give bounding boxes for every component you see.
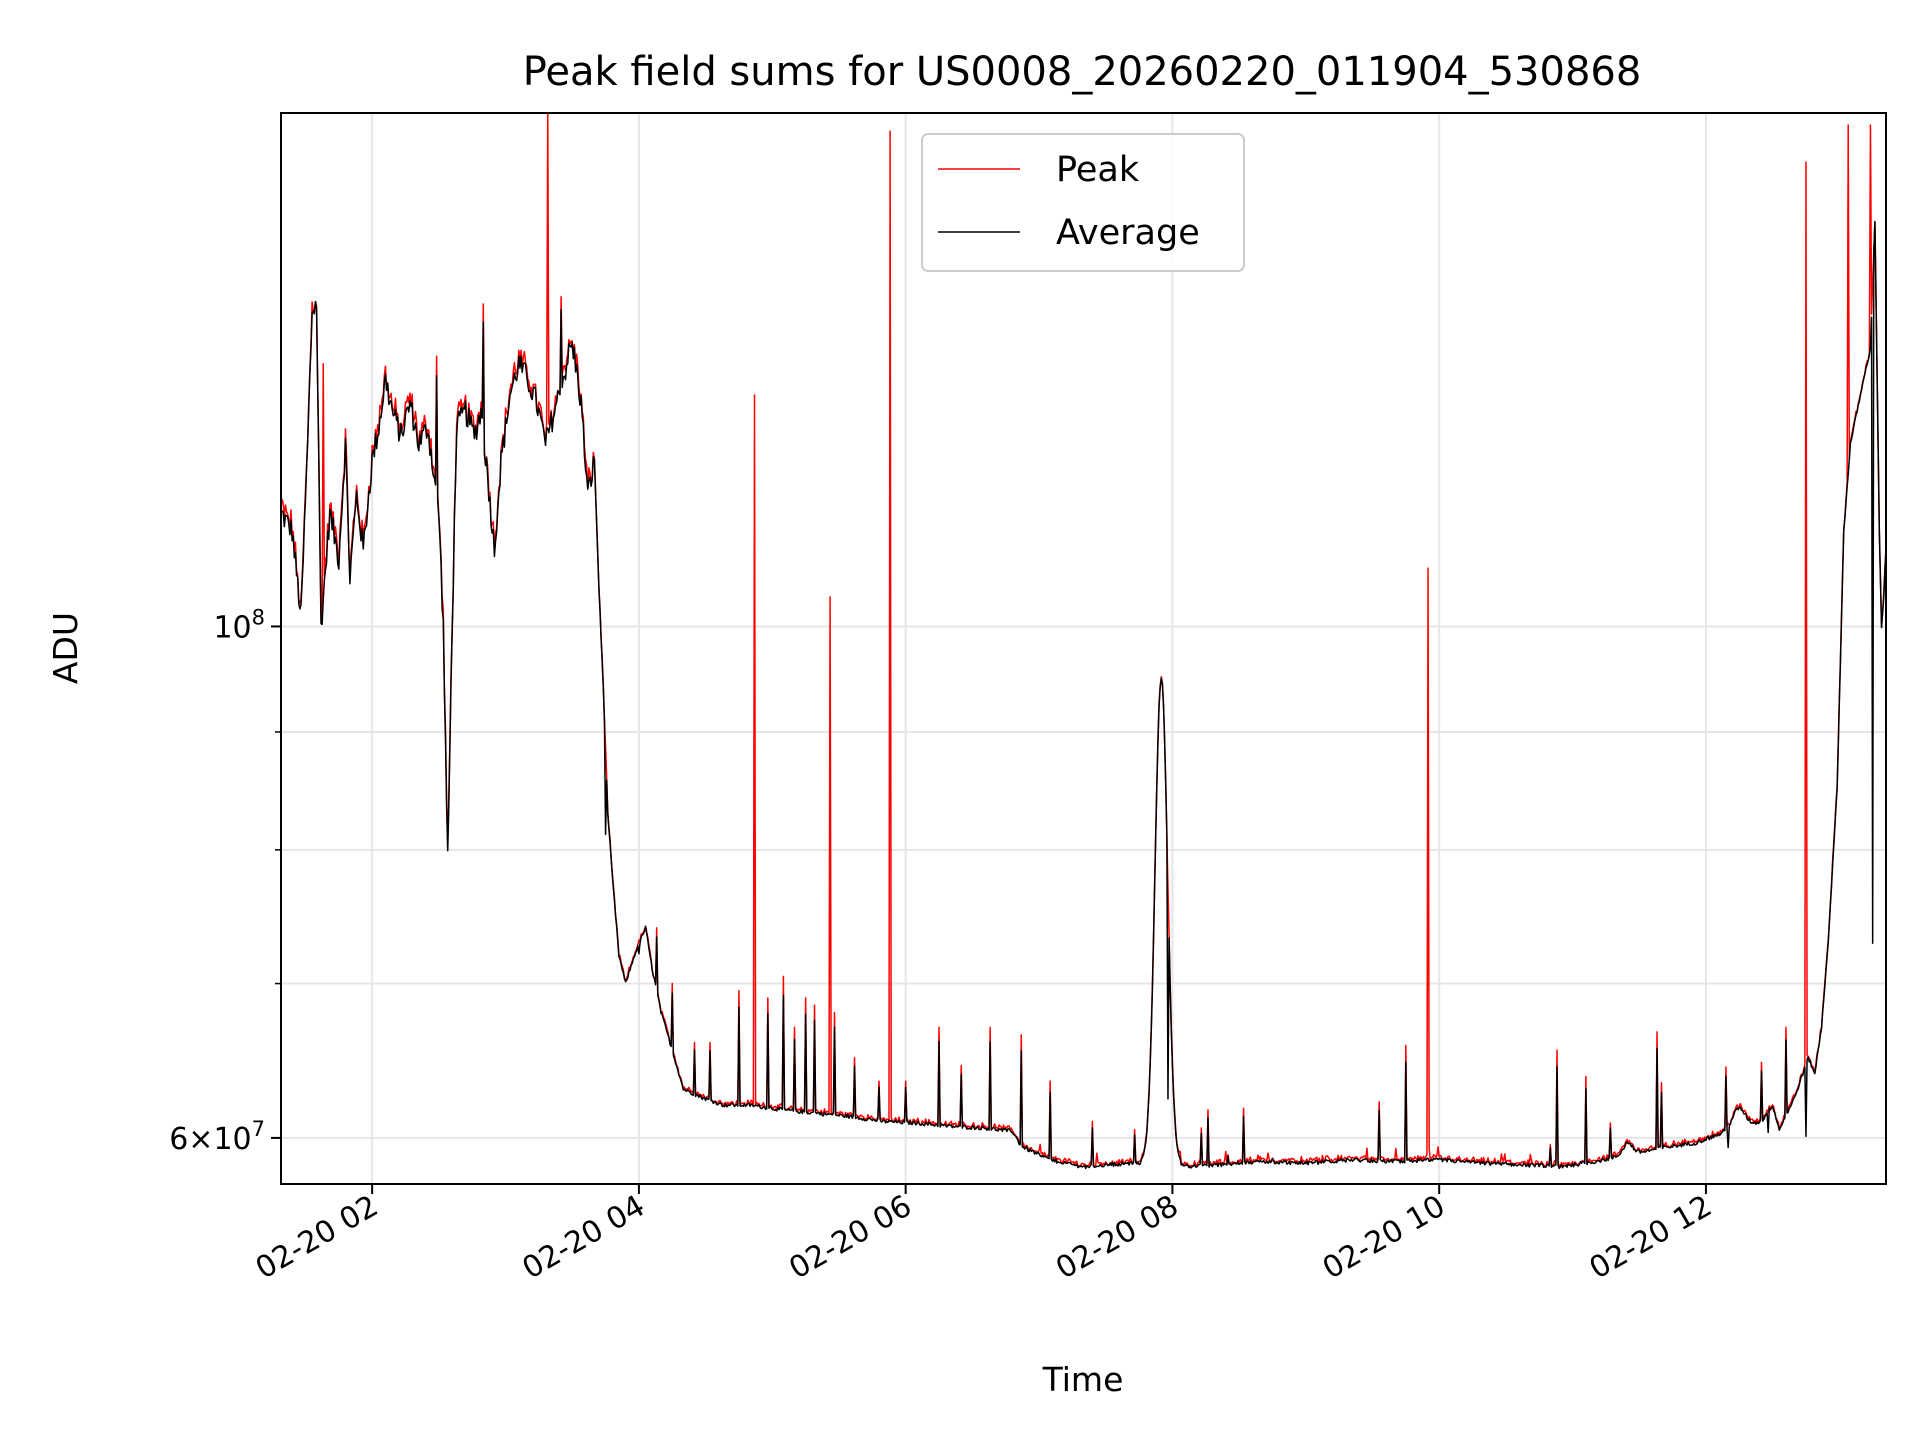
legend-peak-label: Peak (1056, 150, 1140, 190)
plot-area (281, 113, 1886, 1170)
y-tick-label: 6×107 (169, 1117, 265, 1157)
grid (281, 113, 1886, 1184)
series-peak-line (281, 113, 1886, 1169)
legend-average-label: Average (1056, 213, 1200, 253)
x-axis-title: Time (1042, 1360, 1124, 1399)
y-tick-label: 108 (213, 605, 265, 645)
y-axis-title: ADU (46, 612, 85, 684)
chart-title: Peak field sums for US0008_20260220_0119… (523, 49, 1642, 95)
axes-frame (280, 112, 1887, 1185)
y-axis: 6×107 108 (169, 605, 281, 1157)
series-average-line (281, 221, 1886, 1170)
legend: Peak Average (921, 133, 1245, 272)
